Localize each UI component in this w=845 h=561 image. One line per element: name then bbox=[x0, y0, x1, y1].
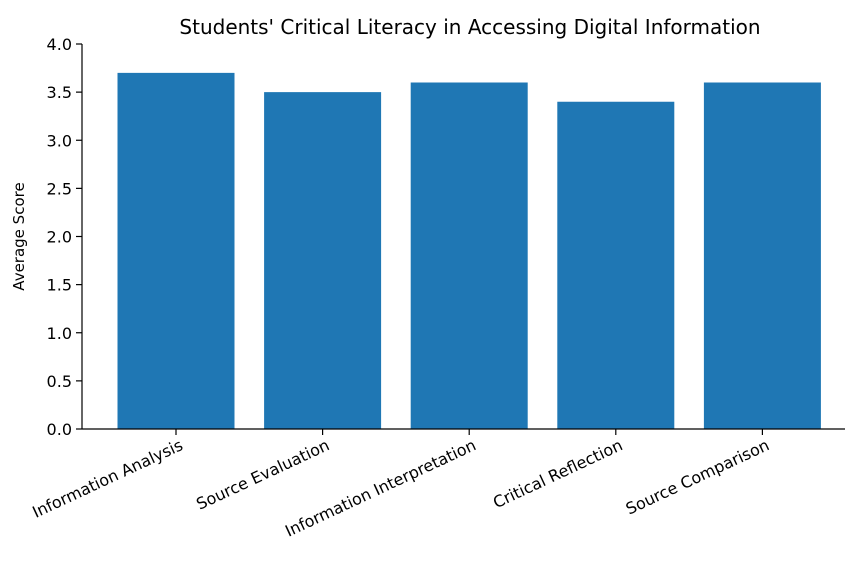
y-tick-label: 4.0 bbox=[47, 35, 72, 54]
y-axis-label: Average Score bbox=[10, 182, 28, 290]
bar-source-comparison bbox=[703, 82, 821, 429]
chart-title: Students' Critical Literacy in Accessing… bbox=[179, 15, 760, 39]
x-ticks: Information Analysis Source EvaluationInf… bbox=[29, 429, 772, 541]
x-tick-label: Source Comparison bbox=[623, 435, 772, 518]
y-ticks: 0.0 0.5 1.0 1.5 2.0 2.5 3.0 3.5 4.0 bbox=[47, 35, 82, 439]
bar-information-analysis bbox=[117, 72, 235, 429]
y-tick-label: 0.0 bbox=[47, 420, 72, 439]
bars-group bbox=[117, 72, 821, 429]
x-tick-label: Source Evaluation bbox=[193, 435, 332, 513]
x-tick-label: Information Analysis bbox=[29, 435, 185, 521]
y-tick-label: 3.5 bbox=[47, 83, 72, 102]
y-tick-label: 1.5 bbox=[47, 276, 72, 295]
bar-critical-reflection bbox=[557, 101, 675, 429]
x-tick-label: Critical Reflection bbox=[490, 435, 626, 512]
y-tick-label: 2.5 bbox=[47, 179, 72, 198]
y-tick-label: 2.0 bbox=[47, 228, 72, 247]
y-tick-label: 1.0 bbox=[47, 324, 72, 343]
bar-source-evaluation bbox=[264, 92, 382, 429]
y-tick-label: 0.5 bbox=[47, 372, 72, 391]
bar-information-interpretation bbox=[410, 82, 528, 429]
y-tick-label: 3.0 bbox=[47, 131, 72, 150]
